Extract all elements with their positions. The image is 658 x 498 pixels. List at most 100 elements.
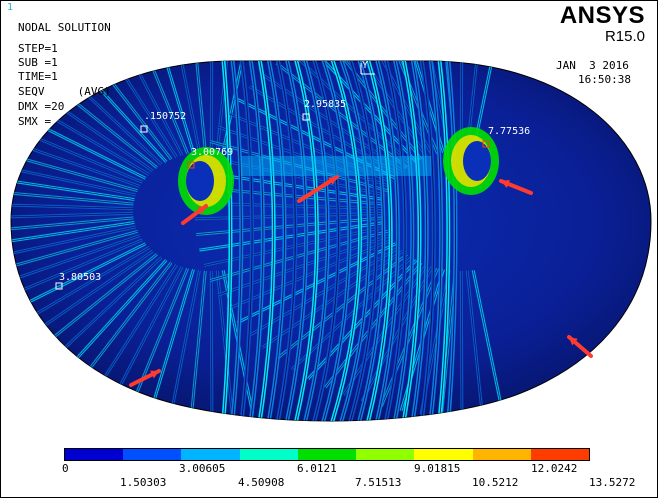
fin-edge: [11, 202, 134, 209]
fin-edge: [237, 99, 396, 179]
arrow-head-0: [197, 206, 206, 215]
fin-edge: [226, 239, 393, 310]
ring-edge: [357, 61, 384, 421]
arrow-head-1: [328, 177, 337, 185]
ring-edge: [321, 61, 350, 421]
marker-label-5: 3.80503: [59, 272, 102, 283]
plot-time: 16:50:38: [578, 73, 631, 86]
arrow-head-3: [569, 337, 578, 346]
legend-label-top-4: 12.0242: [531, 462, 578, 475]
legend-swatch-5: [356, 449, 415, 460]
fin-edge: [472, 61, 503, 152]
annotation-arrows: [129, 175, 593, 387]
fin-edge: [150, 61, 194, 153]
fin-edge: [466, 270, 483, 416]
window-number: 1: [7, 2, 14, 13]
fin-edge: [196, 217, 384, 235]
brand-version: R15.0: [604, 28, 645, 45]
marker-label-3: 3.00769: [191, 147, 234, 158]
info-dmx: DMX =20: [18, 100, 65, 113]
fin-edge: [11, 112, 143, 183]
fin-edge: [210, 270, 213, 417]
fin-edge: [93, 264, 177, 396]
fin-edge: [11, 141, 138, 191]
info-sub: SUB =1: [18, 56, 58, 69]
ring-edge: [429, 61, 442, 421]
hotspot-band: [241, 156, 431, 176]
fin-edge: [325, 61, 422, 160]
hotspot-hole-0: [186, 161, 214, 201]
fin-edge: [11, 171, 135, 200]
fin-edge: [111, 266, 183, 402]
fin-edge: [460, 270, 463, 417]
plot-title: NODAL SOLUTION: [18, 21, 111, 34]
legend-swatch-6: [414, 449, 473, 460]
ring-edge: [294, 61, 318, 421]
ring-edge: [348, 61, 377, 421]
fin-edge: [111, 61, 183, 156]
fin-edge: [150, 269, 194, 411]
info-time: TIME=1: [18, 70, 58, 83]
hotspot-hole-1: [463, 141, 491, 181]
fin-edge: [472, 270, 503, 414]
marker-label-min: .150752: [144, 111, 187, 122]
ring-edge: [447, 61, 456, 421]
legend-label-bottom-1: 4.50908: [238, 476, 285, 489]
center-rings: [221, 61, 458, 421]
fin-edge: [460, 61, 463, 152]
legend-label-bottom-3: 10.5212: [472, 476, 519, 489]
fin-edge: [262, 250, 404, 348]
ring-edge: [330, 61, 361, 421]
y-axis-label: Y: [362, 60, 368, 71]
ring-edge: [258, 61, 275, 421]
legend-swatch-7: [472, 449, 531, 460]
fin-edge: [11, 126, 140, 187]
ring-edge: [240, 61, 253, 421]
arrow-head-4: [150, 370, 159, 379]
legend-swatch-0: [65, 449, 124, 460]
marker-box-3: [187, 161, 195, 169]
fin-edge: [210, 61, 213, 152]
fin-edge: [131, 268, 188, 407]
fin-edge: [11, 217, 134, 235]
fin-edge: [11, 235, 140, 296]
legend-label-bottom-4: 13.5272: [589, 476, 636, 489]
ring-edge: [249, 61, 264, 421]
legend-label-top-1: 3.00605: [179, 462, 226, 475]
fin-edge: [191, 270, 206, 416]
marker-box-4: [482, 140, 490, 148]
ring-edge: [384, 61, 406, 421]
plot-date: JAN 3 2016: [556, 59, 629, 72]
ring-edge: [276, 61, 296, 421]
legend-swatch-2: [181, 449, 240, 460]
ansys-logo: ANSYS R15.0: [560, 3, 645, 45]
fin-edge: [11, 187, 134, 205]
legend-swatch-4: [297, 449, 357, 460]
y-axis-triad: Y: [360, 60, 375, 75]
info-seqv: SEQV (AVG): [18, 85, 111, 98]
legend-swatch-1: [123, 449, 182, 460]
fin-edge: [170, 61, 200, 152]
marker-label-2: 2.95835: [304, 99, 347, 110]
fin-edge: [75, 61, 172, 160]
fin-edge: [361, 61, 433, 156]
fin-edge: [11, 226, 136, 266]
info-smx: SMX =: [18, 115, 52, 128]
brand-name: ANSYS: [559, 2, 645, 29]
fin-edge: [11, 156, 136, 196]
ring-edge: [438, 61, 449, 421]
marker-label-4: 7.77536: [488, 126, 531, 137]
marker-boxes: [55, 113, 490, 290]
ring-edge: [420, 61, 435, 421]
ring-edge: [312, 61, 339, 421]
stress-hotspots: [178, 127, 499, 215]
fin-edge: [11, 231, 138, 281]
ring-edge: [366, 61, 392, 421]
legend-swatch-8: [530, 449, 589, 460]
cable-body: [10, 60, 652, 422]
marker-box-min: [140, 125, 148, 133]
marker-box-5: [55, 282, 63, 290]
ring-edge: [285, 61, 307, 421]
